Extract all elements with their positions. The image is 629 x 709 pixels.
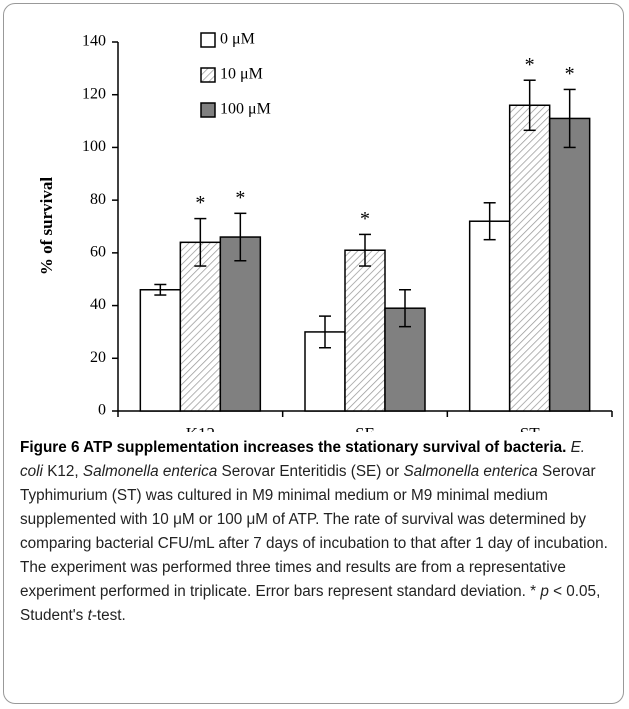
caption-text: t xyxy=(87,607,92,624)
bar xyxy=(179,241,222,412)
x-tick-label: SE xyxy=(355,424,375,432)
error-bar xyxy=(234,212,247,262)
significance-label: * xyxy=(565,63,575,85)
significance-label: * xyxy=(360,208,370,230)
y-tick-label: 140 xyxy=(82,33,106,50)
significance-label: * xyxy=(525,54,535,76)
y-tick-label: 40 xyxy=(90,296,106,313)
figure-frame xyxy=(3,3,624,704)
y-tick-label: 20 xyxy=(90,349,106,366)
error-bar xyxy=(359,233,371,267)
y-tick-label: 100 xyxy=(82,138,106,155)
caption: Figure 6 ATP supplementation increases t… xyxy=(20,436,612,628)
legend-swatch xyxy=(200,102,216,118)
bar xyxy=(139,289,182,412)
caption-text: p xyxy=(540,583,549,600)
legend-swatch xyxy=(200,67,216,83)
caption-text: Serovar Enteritidis (SE) or xyxy=(217,463,404,480)
significance-label: * xyxy=(195,192,205,214)
error-bar xyxy=(483,202,496,241)
chart: % of survival 0 20 40 60 80 100 120 140 K12 * * SE *… xyxy=(37,31,613,432)
y-tick-label: 80 xyxy=(90,191,106,208)
legend-label: 100 μM xyxy=(220,101,271,118)
caption-text: E. coli xyxy=(20,439,590,480)
x-tick-label: ST xyxy=(520,424,540,432)
caption-text: K12, xyxy=(42,463,83,480)
bar xyxy=(384,307,426,412)
caption-text: < 0.05, Student's xyxy=(20,583,605,624)
caption-title: Figure 6 ATP supplementation increases t… xyxy=(20,439,567,456)
significance-label: * xyxy=(235,187,245,209)
caption-text: Serovar Typhimurium (ST) was cultured in… xyxy=(20,463,612,600)
legend-label: 0 μM xyxy=(220,31,255,48)
error-bar xyxy=(194,217,207,267)
y-tick-label: 0 xyxy=(98,402,106,419)
bar xyxy=(468,220,511,412)
error-bar xyxy=(563,88,576,149)
error-bar xyxy=(399,289,411,328)
x-tick-label: K12 xyxy=(186,424,215,432)
error-bar xyxy=(319,315,331,349)
bar xyxy=(508,104,551,412)
y-tick-label: 120 xyxy=(82,85,106,102)
bar xyxy=(548,117,591,412)
y-axis-label: % of survival xyxy=(37,177,56,276)
error-bar xyxy=(154,283,167,296)
legend-swatch xyxy=(200,32,216,48)
caption-text: -test. xyxy=(91,607,126,624)
error-bar xyxy=(523,79,536,132)
bar xyxy=(344,249,386,412)
caption-text: Salmonella enterica xyxy=(82,463,218,480)
bar xyxy=(219,236,262,412)
legend-label: 10 μM xyxy=(220,66,263,83)
y-tick-label: 60 xyxy=(90,244,106,261)
caption-text: Salmonella enterica xyxy=(403,463,538,480)
